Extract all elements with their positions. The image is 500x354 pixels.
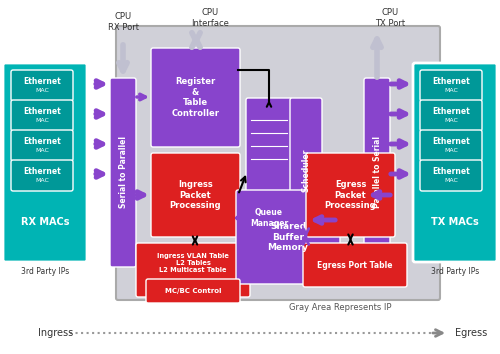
Text: CPU
TX Port: CPU TX Port xyxy=(375,8,405,28)
Text: MAC: MAC xyxy=(35,178,49,183)
FancyBboxPatch shape xyxy=(11,100,73,131)
FancyBboxPatch shape xyxy=(11,160,73,191)
Text: Queue
Manager: Queue Manager xyxy=(250,208,288,228)
Text: RX MACs: RX MACs xyxy=(21,217,69,227)
Text: Ethernet: Ethernet xyxy=(432,167,470,177)
Text: MAC: MAC xyxy=(444,119,458,124)
Text: Parallel to Serial: Parallel to Serial xyxy=(372,137,382,209)
FancyBboxPatch shape xyxy=(420,100,482,131)
Text: Shared
Buffer
Memory: Shared Buffer Memory xyxy=(268,222,308,252)
Text: Ethernet: Ethernet xyxy=(432,78,470,86)
Text: Ethernet: Ethernet xyxy=(23,137,61,147)
FancyBboxPatch shape xyxy=(420,130,482,161)
Text: Ingress VLAN Table
L2 Tables
L2 Multicast Table: Ingress VLAN Table L2 Tables L2 Multicas… xyxy=(157,253,229,273)
Text: Ethernet: Ethernet xyxy=(23,167,61,177)
FancyBboxPatch shape xyxy=(303,243,407,287)
FancyBboxPatch shape xyxy=(11,70,73,101)
Text: Egress
Packet
Processing: Egress Packet Processing xyxy=(324,180,376,210)
Text: Ethernet: Ethernet xyxy=(432,108,470,116)
Text: 3rd Party IPs: 3rd Party IPs xyxy=(431,268,479,276)
FancyBboxPatch shape xyxy=(116,26,440,300)
FancyBboxPatch shape xyxy=(246,98,292,242)
Text: Egress Port Table: Egress Port Table xyxy=(318,261,393,269)
FancyBboxPatch shape xyxy=(420,160,482,191)
FancyBboxPatch shape xyxy=(3,63,87,262)
Text: MAC: MAC xyxy=(35,88,49,93)
Text: CPU
RX Port: CPU RX Port xyxy=(108,12,138,32)
FancyBboxPatch shape xyxy=(290,98,322,242)
FancyBboxPatch shape xyxy=(151,48,240,147)
Text: MAC: MAC xyxy=(444,178,458,183)
FancyBboxPatch shape xyxy=(413,63,497,262)
Text: Serial to Parallel: Serial to Parallel xyxy=(118,137,128,209)
FancyBboxPatch shape xyxy=(364,78,390,267)
Text: Ingress: Ingress xyxy=(38,328,73,338)
Text: MC/BC Control: MC/BC Control xyxy=(165,288,221,294)
Text: MAC: MAC xyxy=(35,119,49,124)
FancyBboxPatch shape xyxy=(306,153,395,237)
Text: Ingress
Packet
Processing: Ingress Packet Processing xyxy=(170,180,222,210)
Text: Ethernet: Ethernet xyxy=(23,78,61,86)
Text: Ethernet: Ethernet xyxy=(23,108,61,116)
Text: MAC: MAC xyxy=(35,148,49,154)
Text: Register
&
Table
Controller: Register & Table Controller xyxy=(172,78,220,118)
FancyBboxPatch shape xyxy=(151,153,240,237)
FancyBboxPatch shape xyxy=(420,70,482,101)
FancyBboxPatch shape xyxy=(236,190,340,284)
FancyBboxPatch shape xyxy=(146,279,240,303)
FancyBboxPatch shape xyxy=(136,243,250,297)
Text: 3rd Party IPs: 3rd Party IPs xyxy=(21,268,69,276)
Text: Ethernet: Ethernet xyxy=(432,137,470,147)
Text: Egress: Egress xyxy=(455,328,487,338)
Text: MAC: MAC xyxy=(444,148,458,154)
Text: TX MACs: TX MACs xyxy=(431,217,479,227)
FancyBboxPatch shape xyxy=(11,130,73,161)
Text: Gray Area Represents IP: Gray Area Represents IP xyxy=(289,303,391,313)
Text: Scheduler: Scheduler xyxy=(302,148,310,192)
FancyBboxPatch shape xyxy=(110,78,136,267)
Text: CPU
Interface: CPU Interface xyxy=(191,8,229,28)
Text: MAC: MAC xyxy=(444,88,458,93)
